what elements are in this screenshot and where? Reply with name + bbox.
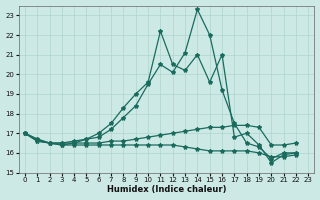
- X-axis label: Humidex (Indice chaleur): Humidex (Indice chaleur): [107, 185, 226, 194]
